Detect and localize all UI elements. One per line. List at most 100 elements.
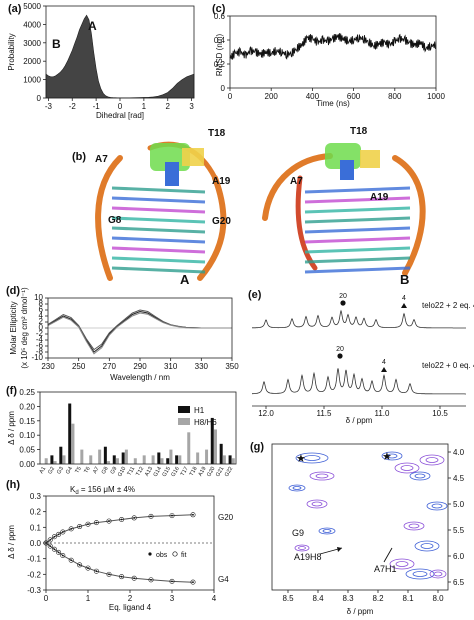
panel-g-contour [431,503,443,509]
panel-d-frame [47,297,233,359]
panel-h-fit-point [56,549,62,555]
panel-g-ytick-label: 4.0 [453,448,465,457]
panel-c-xlabel: Time (ns) [316,99,350,108]
panel-h-frame [45,495,215,591]
panel-d-ytick-label: 6 [39,305,44,314]
structure-b-base-pair [304,206,411,214]
panel-h-obs-point [95,570,98,573]
panel-f-bar [151,455,155,464]
panel-h-fit-point [56,531,62,537]
panel-h-xtick-label: 2 [128,594,133,603]
panel-g-contour [408,523,420,529]
panel-f-bar [124,449,128,464]
panel-d-cd-spectrum: (d) Molar Ellipticity (x 10⁵ deg cm² dmo… [6,285,239,382]
panel-f-bar [187,432,191,464]
panel-g-contour [322,529,332,533]
panel-g-contour [419,454,445,466]
panel-f-bar [222,455,226,464]
panel-h-fit-point [77,524,83,530]
panel-e-top-spectrum [252,309,466,329]
panel-f-bar [157,452,161,464]
panel-g-contour [381,451,403,461]
structure-a-base-pair [111,266,206,274]
panel-g-contour [311,501,323,507]
panel-e-top-marker-4: 4 [402,295,406,302]
panel-a-ytick-label: 2000 [23,57,41,66]
panel-h-obs-point [70,559,73,562]
legend-fit: fit [181,552,187,559]
legend-obs-marker [148,552,152,556]
panel-e-bottom-spectrum [252,368,466,395]
panel-f-bar [166,458,170,464]
panel-g-contour [389,558,415,570]
panel-a-tag-b: B [52,37,61,51]
panel-h-ytick-label: -0.2 [27,570,41,579]
panel-f-category-label: G8 [101,466,110,475]
panel-e-bottom-triangle [381,367,387,372]
structure-a-label-g8: G8 [108,215,122,226]
panel-a-xtick-label: 2 [166,102,171,111]
panel-g-contour [426,501,448,511]
panel-e-top-circle [340,300,346,306]
panel-e-top-marker-20: 20 [339,293,347,300]
panel-h-xlabel: Eq. ligand 4 [109,603,152,612]
panel-h-obs-point [171,580,173,583]
panel-a-xtick-label: 1 [142,102,147,111]
structure-a-base-pair [111,246,206,254]
panel-a-ytick-label: 1000 [23,76,41,85]
panel-f-category-label: G16 [170,466,180,478]
panel-h-legend: obs fit [148,551,187,559]
structure-a-base-pair [111,206,206,214]
panel-h-obs-point [108,520,110,522]
panel-c-ytick-label: 0.2 [214,60,226,69]
panel-a-xtick-label: 3 [189,102,194,111]
panel-h-obs-point [87,523,89,526]
panel-f-category-label: T5 [74,466,82,475]
panel-f-ytick-label: 0.05 [19,446,35,455]
panel-g-contour [403,521,425,531]
panel-d-series-line [47,310,232,353]
panel-f-bar [112,455,116,464]
structure-a-label-t18: T18 [208,128,226,139]
panel-g-xtick-label: 8.2 [372,594,384,603]
panel-f-bar [103,446,107,464]
structure-b-base-pair [304,266,411,274]
structure-b-label-a19: A19 [370,192,389,203]
panel-e-bottom-marker-20: 20 [336,346,344,353]
panel-h-fit-point [106,518,112,524]
panel-h-fit-point [68,526,74,532]
structure-a-letter: A [180,272,190,287]
panel-g-contour [318,527,336,535]
panel-g-frame [271,443,449,591]
panel-h-fit-point [68,557,74,563]
structure-b-base-pair [304,196,411,204]
panel-a-xlabel: Dihedral [rad] [96,111,144,120]
structure-b: T18 A7 A19 B [262,126,426,287]
panel-g-contour [386,453,398,459]
panel-f-bar [89,455,93,464]
panel-f-bar [71,423,75,464]
legend-h1-swatch [178,406,190,413]
panel-a-area [45,14,195,99]
panel-g-label: (g) [250,441,264,453]
panel-h-ytick-label: 0.3 [30,492,42,501]
panel-c-xtick-label: 0 [228,92,233,101]
panel-h-obs-point [120,518,123,521]
panel-h-obs-point [95,521,98,524]
panel-h-obs-point [57,551,60,554]
panel-f-bar [196,452,200,464]
panel-h-obs-point [150,515,152,518]
panel-f-category-label: G20 [206,466,216,478]
panel-g-2d-nmr: (g) ★ ★ G9 A19H8 A7H1 8.5 8.4 8.3 8.2 8.1 8.0… [250,441,465,616]
panel-h-xtick-label: 4 [212,594,217,603]
panel-c-ytick-label: 0 [221,84,226,93]
panel-f-bar [213,429,217,464]
panel-c-frame [229,15,437,89]
structure-a-base-pair [111,216,206,224]
panel-g-annot-a19h8: A19H8 [294,552,322,562]
structure-b-label-t18: T18 [350,126,368,137]
panel-h-obs-point [192,513,194,516]
panel-a-ytick-label: 5000 [23,2,41,11]
panel-h-obs-point [49,538,52,541]
panel-h-ytick-label: -0.1 [27,555,41,564]
